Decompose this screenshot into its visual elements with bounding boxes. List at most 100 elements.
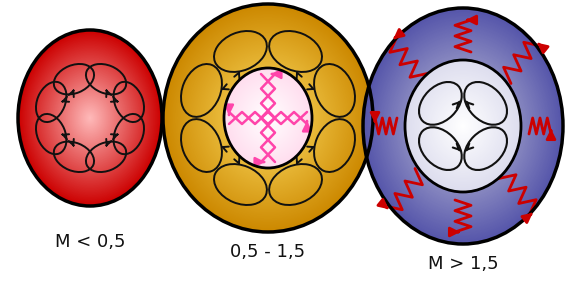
Ellipse shape [462, 124, 464, 128]
Ellipse shape [430, 88, 496, 164]
Ellipse shape [452, 114, 474, 138]
Ellipse shape [228, 74, 309, 162]
Ellipse shape [446, 106, 480, 147]
Ellipse shape [382, 30, 545, 222]
Ellipse shape [237, 85, 299, 151]
Ellipse shape [201, 46, 335, 190]
Ellipse shape [450, 111, 476, 141]
Ellipse shape [372, 18, 554, 234]
Ellipse shape [386, 36, 539, 216]
Ellipse shape [440, 99, 486, 154]
Ellipse shape [60, 82, 120, 154]
Ellipse shape [398, 50, 527, 202]
Ellipse shape [188, 31, 348, 205]
Ellipse shape [455, 117, 471, 135]
Ellipse shape [432, 90, 494, 162]
Ellipse shape [259, 108, 277, 128]
Ellipse shape [197, 41, 339, 195]
Ellipse shape [59, 81, 120, 155]
Ellipse shape [261, 110, 275, 126]
Ellipse shape [238, 83, 298, 153]
Ellipse shape [363, 8, 563, 244]
Ellipse shape [222, 68, 314, 168]
Ellipse shape [86, 113, 94, 123]
Ellipse shape [380, 28, 546, 224]
Ellipse shape [72, 96, 108, 140]
Ellipse shape [228, 75, 308, 161]
Ellipse shape [441, 101, 484, 151]
Ellipse shape [200, 44, 336, 192]
Ellipse shape [77, 102, 103, 134]
Ellipse shape [378, 25, 549, 227]
Ellipse shape [415, 72, 511, 180]
Ellipse shape [388, 38, 538, 214]
Ellipse shape [427, 83, 499, 168]
Ellipse shape [172, 13, 364, 223]
Ellipse shape [88, 116, 92, 120]
Ellipse shape [30, 45, 149, 191]
Ellipse shape [168, 9, 368, 227]
Ellipse shape [434, 93, 492, 159]
Ellipse shape [190, 34, 345, 202]
Ellipse shape [250, 98, 286, 138]
Ellipse shape [46, 64, 134, 172]
Ellipse shape [449, 110, 477, 142]
Ellipse shape [462, 124, 464, 128]
Ellipse shape [38, 55, 142, 181]
Ellipse shape [206, 51, 329, 185]
Ellipse shape [30, 44, 150, 192]
Ellipse shape [240, 87, 296, 149]
Ellipse shape [448, 108, 478, 144]
Ellipse shape [169, 10, 367, 226]
Ellipse shape [368, 14, 558, 239]
Ellipse shape [37, 53, 143, 183]
Ellipse shape [30, 45, 150, 191]
Ellipse shape [234, 79, 302, 157]
Ellipse shape [174, 16, 362, 220]
Ellipse shape [420, 75, 506, 177]
Ellipse shape [435, 95, 491, 157]
Ellipse shape [18, 30, 162, 206]
Ellipse shape [404, 57, 522, 195]
Ellipse shape [429, 87, 497, 165]
Ellipse shape [398, 49, 529, 203]
Ellipse shape [165, 6, 371, 230]
Ellipse shape [440, 100, 486, 153]
Ellipse shape [182, 25, 353, 211]
Ellipse shape [72, 95, 109, 141]
Ellipse shape [61, 82, 120, 154]
Ellipse shape [264, 114, 272, 122]
Ellipse shape [78, 103, 102, 133]
Ellipse shape [412, 66, 514, 186]
Ellipse shape [452, 113, 474, 139]
Ellipse shape [81, 106, 100, 130]
Ellipse shape [444, 103, 482, 149]
Ellipse shape [248, 95, 288, 141]
Ellipse shape [172, 14, 364, 222]
Ellipse shape [31, 46, 149, 190]
Ellipse shape [375, 22, 551, 230]
Ellipse shape [53, 73, 127, 163]
Ellipse shape [230, 77, 306, 159]
Ellipse shape [241, 88, 295, 148]
Ellipse shape [459, 122, 467, 130]
Ellipse shape [407, 62, 519, 189]
Ellipse shape [405, 60, 521, 192]
Ellipse shape [76, 101, 104, 135]
Ellipse shape [256, 105, 280, 131]
Text: M > 1,5: M > 1,5 [428, 255, 498, 273]
Ellipse shape [445, 105, 481, 147]
Ellipse shape [442, 102, 484, 151]
Ellipse shape [390, 40, 535, 212]
Ellipse shape [234, 81, 302, 155]
Ellipse shape [32, 47, 148, 189]
Ellipse shape [374, 21, 551, 231]
Ellipse shape [257, 106, 279, 130]
Ellipse shape [417, 72, 509, 180]
Ellipse shape [412, 68, 514, 184]
Ellipse shape [416, 71, 510, 181]
Ellipse shape [403, 55, 523, 197]
Ellipse shape [227, 71, 309, 165]
Ellipse shape [229, 74, 307, 162]
Ellipse shape [202, 47, 334, 189]
